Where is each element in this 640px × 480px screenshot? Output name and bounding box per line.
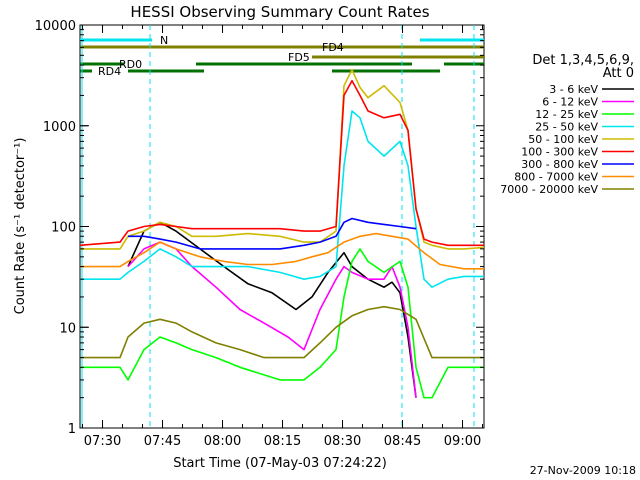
legend-header: Det 1,3,4,5,6,9, [532,53,634,68]
chart-title: HESSI Observing Summary Count Rates [130,3,429,21]
x-tick-label: 07:45 [144,434,181,449]
flag-label: RD0 [119,58,142,71]
x-tick-label: 08:15 [264,434,301,449]
series-lines [79,68,485,399]
y-tick-label: 100 [51,221,76,236]
legend-label: 800 - 7000 keV [514,171,598,184]
flag-label: RD4 [98,65,121,78]
series-line [128,217,417,250]
x-tick-label: 08:00 [204,434,241,449]
x-tick-label: 09:00 [444,434,481,449]
axes: 1 10 100 1000 10000 07:30 07:45 08:00 08:15 08:30… [35,19,484,449]
footer-timestamp: 27-Nov-2009 10:18 [530,464,636,477]
plot-frame [79,24,485,429]
series-line [127,221,417,398]
x-axis-label: Start Time (07-May-03 07:24:22) [173,456,387,471]
flag-label: FD5 [288,51,310,64]
legend-label: 50 - 100 keV [528,133,598,146]
flag-label: N [160,34,168,47]
legend-label: 7000 - 20000 keV [500,183,598,196]
x-tick-label: 07:30 [84,434,121,449]
legend-label: 3 - 6 keV [549,83,598,96]
legend-label: 100 - 300 keV [521,146,598,159]
legend-label: 25 - 50 keV [535,121,598,134]
y-tick-label: 1000 [43,120,76,135]
x-tick-label: 08:30 [324,434,361,449]
y-tick-label: 10 [59,321,76,336]
flag-label: FD4 [322,41,344,54]
legend-label: 6 - 12 keV [542,96,598,109]
series-line [79,79,484,247]
legend-label: 300 - 800 keV [521,158,598,171]
series-line [80,68,485,250]
legend-label: 12 - 25 keV [535,108,598,121]
series-line [80,305,484,359]
y-axis-label: Count Rate (s⁻¹ detector⁻¹) [13,138,28,315]
series-line [80,248,484,399]
y-tick-label: 1 [68,422,76,437]
x-tick-label: 08:45 [384,434,421,449]
series-line [80,110,484,288]
legend-subheader: Att 0 [603,66,634,81]
y-tick-label: 10000 [35,19,76,34]
series-line [80,232,484,270]
